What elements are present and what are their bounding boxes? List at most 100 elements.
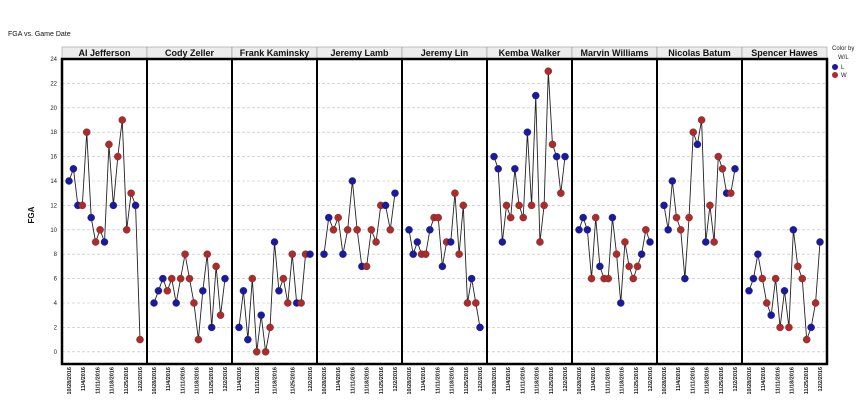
y-tick-label: 10: [50, 228, 57, 234]
y-tick-label: 6: [54, 277, 58, 283]
data-point: [763, 299, 771, 307]
y-axis-label: FGA: [27, 206, 36, 223]
x-tick-label: 12/2/2016: [818, 367, 824, 391]
data-point: [780, 287, 789, 295]
data-point: [367, 226, 376, 234]
x-tick-label: 11/11/2016: [435, 367, 441, 394]
x-tick-label: 11/4/2016: [81, 367, 87, 391]
data-point: [523, 128, 532, 136]
x-tick-label: 10/28/2016: [322, 367, 328, 395]
data-point: [353, 226, 361, 234]
data-point: [248, 274, 257, 283]
data-point: [612, 250, 621, 258]
data-point: [552, 152, 561, 161]
data-point: [540, 201, 548, 210]
y-tick-label: 12: [50, 203, 57, 209]
data-point: [506, 213, 515, 222]
data-point: [494, 165, 502, 173]
series-line: [238, 241, 310, 352]
data-point: [212, 262, 220, 271]
data-point: [706, 201, 714, 210]
data-point: [536, 238, 544, 246]
data-point: [702, 238, 710, 246]
x-tick-label: 10/28/2016: [747, 367, 753, 395]
y-tick-label: 24: [50, 57, 57, 63]
panel-title: Jeremy Lamb: [330, 48, 389, 58]
series-line: [323, 180, 396, 267]
data-point: [718, 165, 727, 173]
data-point: [785, 323, 793, 332]
x-tick-label: 11/4/2016: [166, 367, 172, 391]
data-point: [239, 287, 248, 295]
data-point: [172, 299, 180, 307]
legend-subtitle: W/L: [838, 55, 849, 61]
y-tick-label: 4: [54, 301, 58, 307]
data-point: [114, 152, 122, 161]
data-point: [727, 189, 735, 197]
x-tick-label: 11/25/2016: [209, 367, 215, 394]
x-tick-label: 11/11/2016: [180, 367, 186, 394]
data-point: [745, 287, 753, 295]
panel-title: Al Jefferson: [78, 48, 130, 58]
y-tick-label: 2: [54, 325, 58, 331]
data-point: [334, 213, 342, 222]
data-point: [297, 299, 305, 307]
x-tick-label: 10/28/2016: [492, 367, 498, 395]
data-point: [467, 274, 476, 283]
data-point: [579, 213, 587, 222]
data-point: [697, 116, 706, 124]
data-point: [324, 213, 333, 222]
x-tick-label: 11/11/2016: [350, 367, 356, 394]
data-point: [279, 274, 288, 283]
x-tick-label: 10/28/2016: [407, 367, 413, 395]
x-tick-label: 11/18/2016: [195, 367, 201, 394]
data-point: [413, 238, 422, 246]
data-point: [693, 140, 702, 149]
data-point: [731, 165, 739, 173]
x-tick-label: 11/18/2016: [790, 367, 796, 394]
data-point: [69, 165, 78, 173]
data-point: [381, 201, 390, 210]
legend-label: W: [841, 73, 847, 79]
data-point: [455, 250, 463, 258]
data-point: [181, 250, 189, 258]
y-tick-label: 16: [50, 155, 57, 161]
data-point: [807, 323, 815, 332]
data-point: [557, 189, 565, 197]
data-point: [118, 116, 127, 124]
data-point: [608, 213, 617, 222]
x-tick-label: 12/2/2016: [393, 367, 399, 391]
x-tick-label: 11/25/2016: [634, 367, 640, 394]
x-tick-label: 11/25/2016: [290, 367, 296, 394]
x-tick-label: 12/2/2016: [138, 367, 144, 391]
data-point: [802, 335, 811, 344]
x-tick-label: 11/18/2016: [273, 367, 279, 394]
x-tick-label: 12/2/2016: [648, 367, 654, 391]
data-point: [776, 323, 784, 332]
x-tick-label: 11/25/2016: [719, 367, 725, 394]
data-point: [519, 213, 527, 222]
data-point: [122, 226, 131, 234]
x-tick-label: 12/2/2016: [563, 367, 569, 391]
y-tick-label: 20: [50, 106, 57, 112]
data-point: [91, 238, 100, 246]
panel-title: Frank Kaminsky: [240, 48, 310, 58]
data-point: [749, 274, 758, 283]
data-point: [754, 250, 762, 258]
plot-frame: [60, 57, 829, 366]
data-point: [511, 165, 519, 173]
data-point: [257, 311, 265, 319]
data-point: [136, 335, 144, 344]
data-point: [646, 238, 654, 246]
series-line: [408, 193, 481, 328]
data-point: [591, 213, 600, 222]
x-tick-label: 11/18/2016: [110, 367, 116, 394]
data-point: [320, 250, 328, 258]
data-point: [159, 274, 167, 283]
x-tick-label: 10/28/2016: [662, 367, 668, 395]
x-tick-label: 10/28/2016: [67, 367, 73, 395]
data-point: [216, 311, 225, 319]
data-point: [637, 250, 646, 258]
panel-title: Jeremy Lin: [421, 48, 469, 58]
